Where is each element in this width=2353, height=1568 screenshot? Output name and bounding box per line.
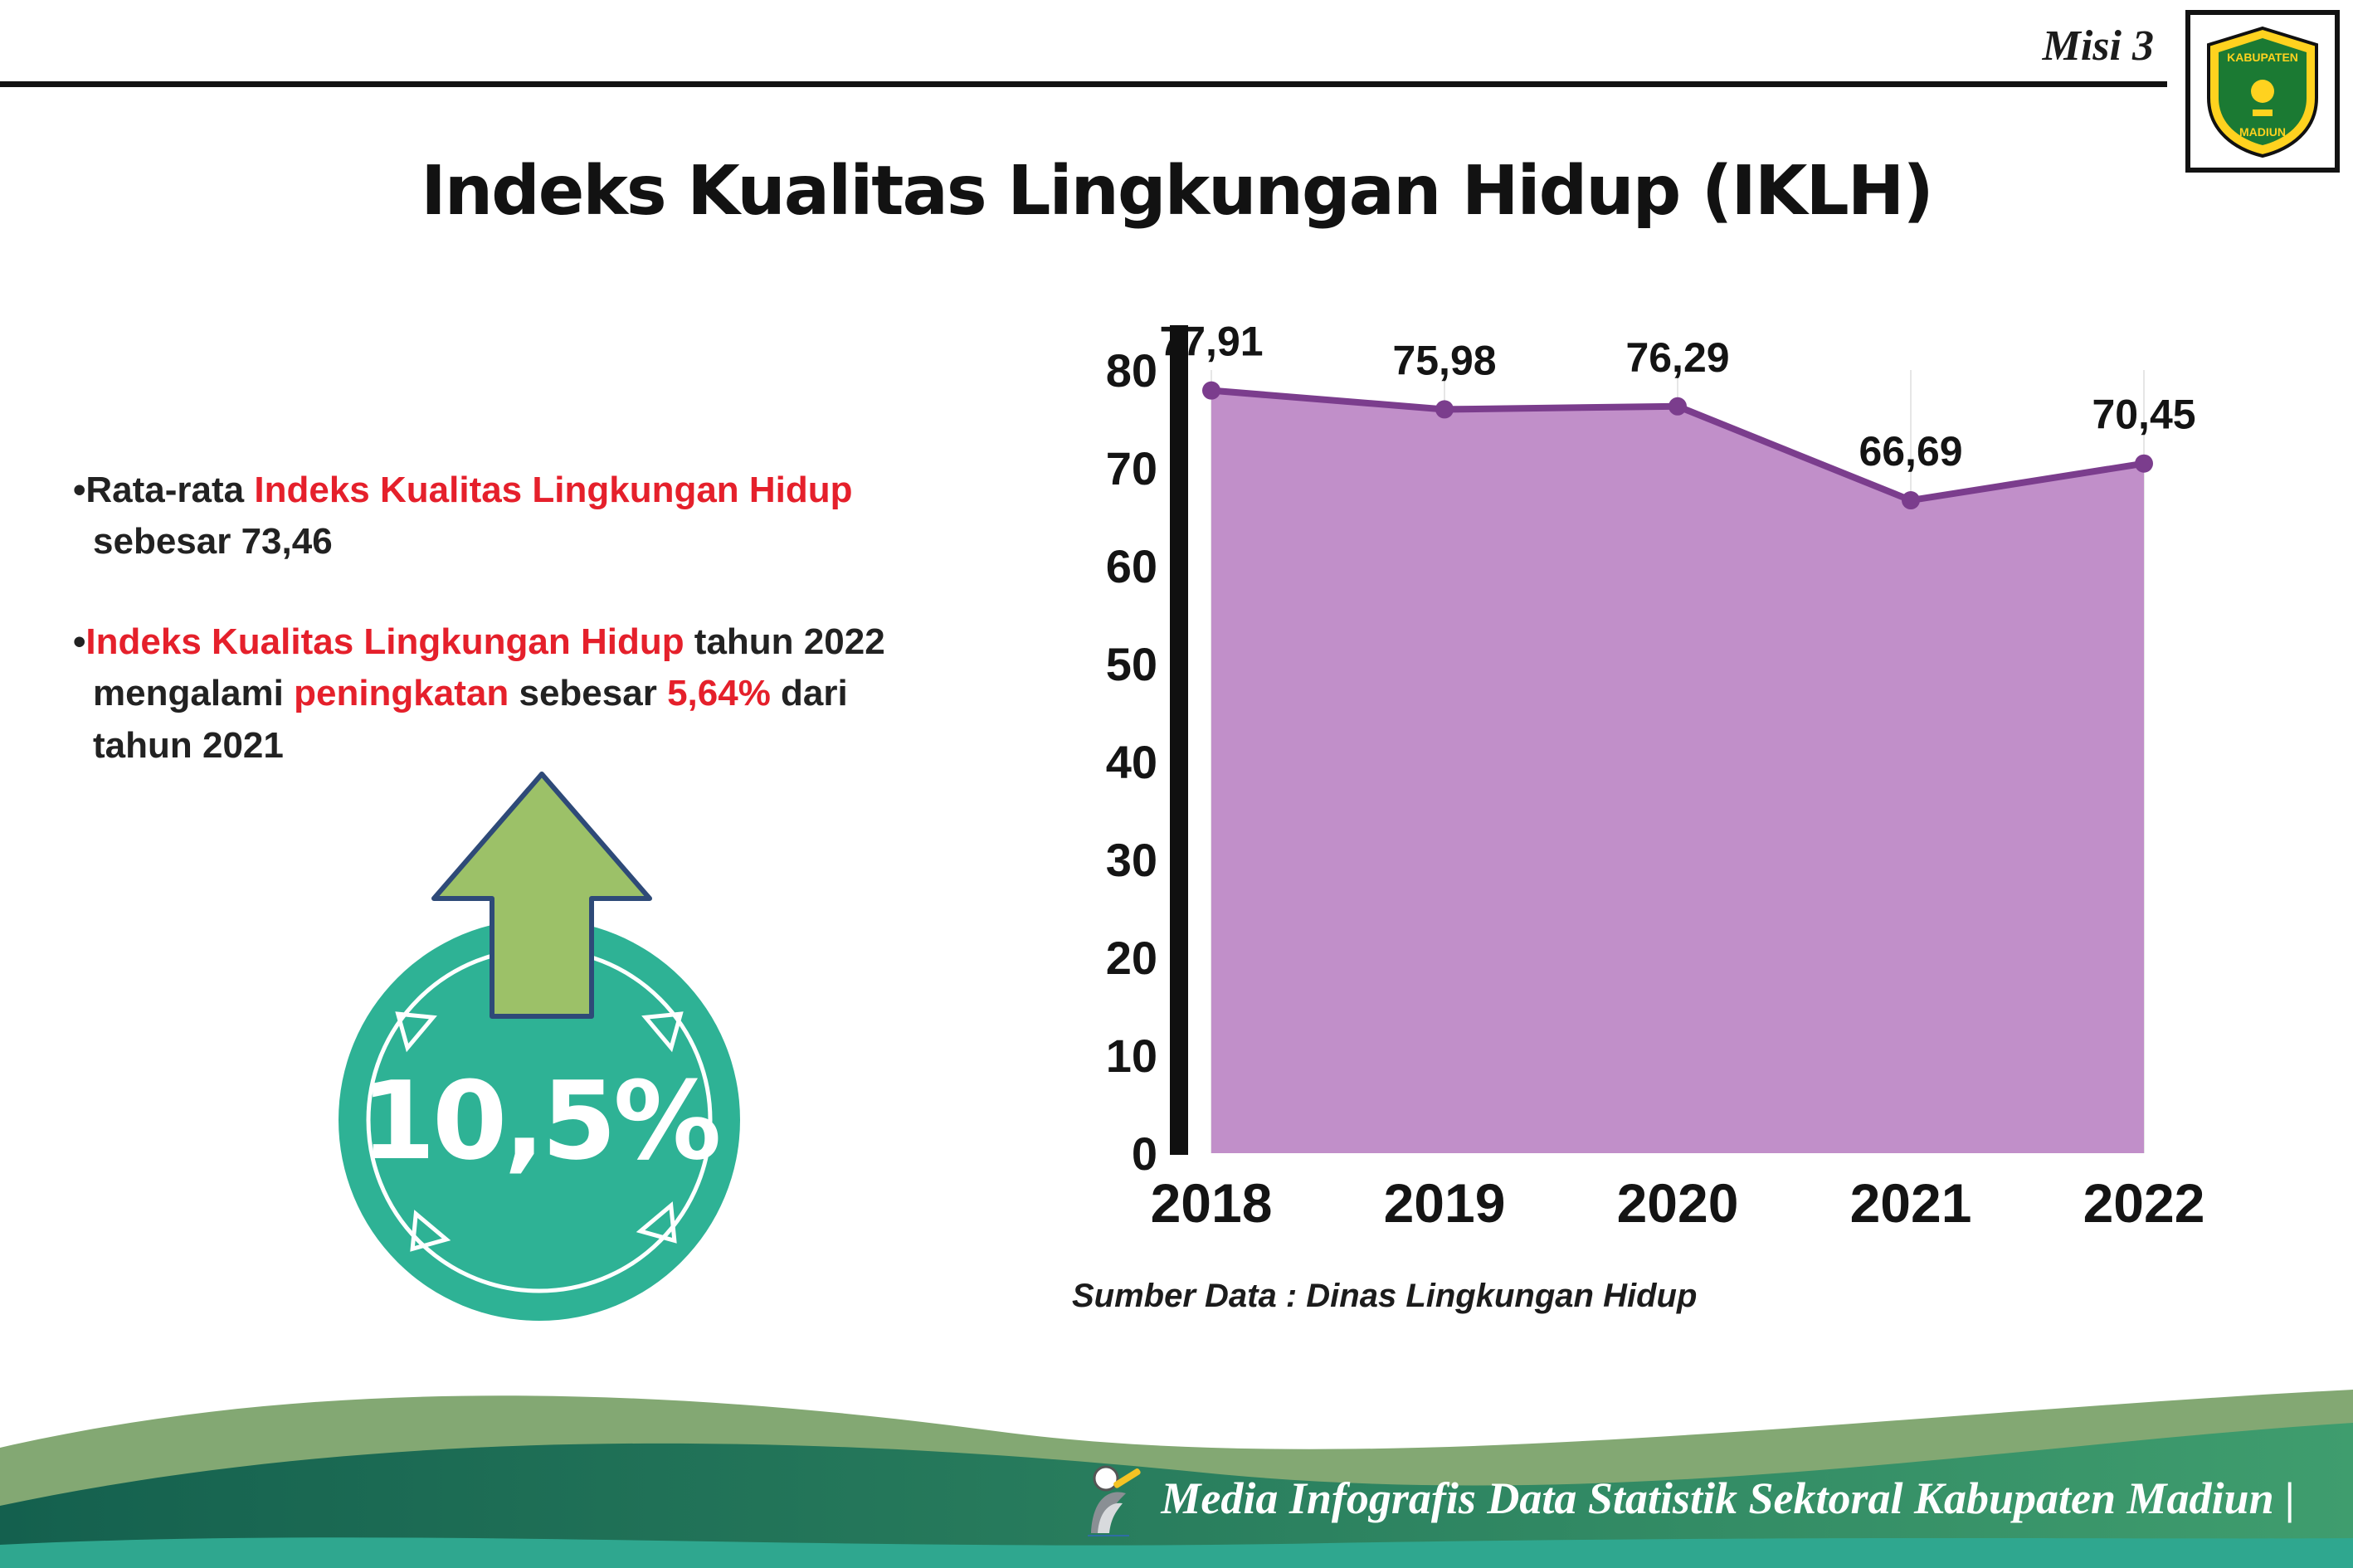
shield-logo-icon: KABUPATEN MADIUN [2207, 26, 2318, 158]
bullet2-highlight3: 5,64% [667, 673, 771, 714]
y-tick-label: 50 [1106, 638, 1157, 690]
value-label: 76,29 [1625, 334, 1729, 381]
chart-point [1435, 400, 1454, 419]
y-tick-label: 20 [1106, 932, 1157, 984]
x-tick-label: 2022 [2083, 1172, 2205, 1234]
x-tick-label: 2021 [1850, 1172, 1972, 1234]
y-tick-label: 10 [1106, 1030, 1157, 1082]
x-tick-label: 2018 [1151, 1172, 1273, 1234]
badge-tick-triangles [395, 1011, 684, 1252]
chart-point [2135, 454, 2153, 473]
chart-point [1202, 381, 1220, 400]
x-tick-label: 2020 [1617, 1172, 1739, 1234]
page-title: Indeks Kualitas Lingkungan Hidup (IKLH) [421, 151, 1934, 231]
chart-source: Sumber Data : Dinas Lingkungan Hidup [1072, 1278, 1698, 1314]
footer: Media Infografis Data Statistik Sektoral… [0, 1336, 2353, 1568]
iklh-chart-svg: 77,91201875,98201976,29202066,69202170,4… [1106, 319, 2205, 1234]
mascot-icon [1088, 1465, 1141, 1536]
up-arrow-icon [431, 772, 652, 1019]
bullet1-highlight: Indeks Kualitas Lingkungan Hidup [254, 470, 853, 510]
chart-area [1211, 390, 2144, 1153]
value-label: 75,98 [1392, 337, 1496, 383]
value-label: 66,69 [1859, 428, 1962, 475]
logo-text-madiun: MADIUN [2239, 125, 2286, 139]
bullet2-text4: dari [770, 673, 848, 714]
iklh-area-chart: 77,91 2018 75,98 2019 76,29 2020 66,69 2021 70,4… [1041, 290, 2269, 1273]
x-tick-label: 2019 [1384, 1172, 1506, 1234]
y-tick-label: 30 [1106, 834, 1157, 886]
chart-point [1669, 397, 1687, 416]
bullet-average: •Rata-rata Indeks Kualitas Lingkungan Hi… [73, 465, 1027, 568]
bullet2-line3: tahun 2021 [93, 724, 284, 766]
y-tick-label: 60 [1106, 540, 1157, 592]
y-tick-label: 0 [1132, 1127, 1157, 1180]
bullet-marker: • [73, 470, 86, 510]
y-tick-label: 40 [1106, 736, 1157, 788]
y-tick-label: 70 [1106, 442, 1157, 494]
wave-teal-bottom [0, 1537, 2353, 1568]
bullet2-highlight2: peningkatan [294, 673, 509, 714]
bullet2-text3: sebesar [509, 673, 668, 714]
value-label: 70,45 [2092, 392, 2195, 438]
kabupaten-madiun-logo: KABUPATEN MADIUN [2185, 10, 2340, 173]
logo-text-kabupaten: KABUPATEN [2227, 51, 2298, 64]
misi-label: Misi 3 [2042, 22, 2154, 70]
wave-dark-band [0, 1423, 2353, 1568]
bullet2-highlight1: Indeks Kualitas Lingkungan Hidup [85, 621, 684, 662]
top-rule [0, 81, 2167, 87]
bullet2-line2: mengalami peningkatan sebesar 5,64% dari [73, 673, 848, 713]
bullet1-text: Rata-rata [85, 470, 255, 510]
chart-point [1902, 491, 1920, 510]
y-tick-label: 80 [1106, 344, 1157, 397]
bullet-increase: •Indeks Kualitas Lingkungan Hidup tahun … [73, 616, 1027, 772]
bullet1-line2: sebesar 73,46 [93, 521, 333, 562]
bullet-list: •Rata-rata Indeks Kualitas Lingkungan Hi… [73, 465, 1027, 820]
footer-waves [0, 1390, 2353, 1568]
bullet-marker: • [73, 621, 86, 662]
y-axis-bar [1170, 325, 1188, 1155]
increase-percentage: 10,5% [360, 1058, 721, 1184]
footer-content: Media Infografis Data Statistik Sektoral… [1073, 1460, 2295, 1536]
footer-credit: Media Infografis Data Statistik Sektoral… [1161, 1473, 2295, 1523]
badge-graphic [339, 772, 740, 1321]
bullet2-text2: mengalami [93, 673, 295, 714]
increase-badge: 10,5% [319, 759, 759, 1323]
badge-circle [339, 919, 740, 1321]
bullet2-text1: tahun 2022 [684, 621, 885, 662]
